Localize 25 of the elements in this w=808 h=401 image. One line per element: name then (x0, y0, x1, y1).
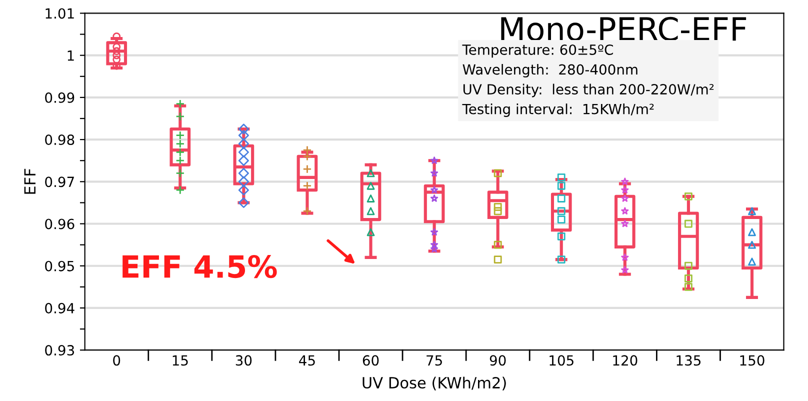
annotation: Mono-PERC-EFF (501, 16, 746, 42)
x-tick-label: 120 (613, 355, 638, 366)
y-tick-label: 0.97 (45, 176, 74, 188)
y-tick-label: 0.94 (45, 302, 74, 314)
annotation: EFF 4.5% (122, 254, 277, 278)
y-tick-label: 0.93 (45, 345, 74, 356)
y-tick-label: 1 (68, 50, 74, 61)
y-tick-label: 0.96 (45, 218, 74, 230)
x-tick-label: 150 (740, 355, 764, 366)
y-tick-label: 1.01 (46, 8, 74, 19)
y-tick-label: 0.99 (45, 92, 74, 103)
x-tick-label: 30 (236, 355, 252, 366)
y-axis-title: EFF (24, 168, 36, 194)
x-tick-label: 75 (426, 355, 442, 366)
x-axis-title: UV Dose (KWh/m2) (362, 376, 506, 390)
x-tick-label: 60 (362, 355, 379, 366)
y-tick-label: 0.95 (45, 260, 74, 272)
x-tick-label: 90 (490, 355, 506, 366)
x-tick-label: 105 (550, 355, 574, 366)
x-tick-label: 135 (676, 355, 700, 366)
y-tick-label: 0.98 (45, 134, 74, 146)
annotation: Temperature: 60±5ºC Wavelength: 280-400nm UV Density: less than 200-220W/m² Testing interval: 15KWh/m² (462, 44, 714, 117)
x-tick-label: 0 (113, 355, 120, 366)
x-tick-label: 45 (299, 355, 315, 366)
x-tick-label: 15 (172, 355, 188, 366)
